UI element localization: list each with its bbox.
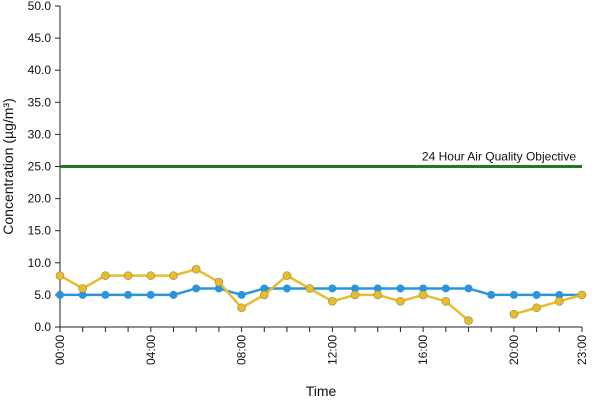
y-axis-title: Concentration (µg/m³) <box>0 98 16 234</box>
x-tick-label: 08:00 <box>235 335 249 365</box>
data-point <box>78 290 87 299</box>
data-point <box>418 290 428 300</box>
y-tick-label: 50.0 <box>28 0 52 13</box>
data-point <box>487 290 496 299</box>
data-point <box>532 303 541 313</box>
data-point <box>419 284 428 293</box>
data-point <box>191 264 201 274</box>
x-tick-label: 20:00 <box>507 335 521 365</box>
y-tick-label: 15.0 <box>28 224 52 238</box>
y-tick-label: 30.0 <box>28 127 52 141</box>
data-point <box>146 271 156 280</box>
y-tick-label: 5.0 <box>34 288 51 302</box>
data-point <box>464 316 473 325</box>
x-tick-label: 04:00 <box>144 335 158 365</box>
y-tick-label: 0.0 <box>34 320 51 334</box>
data-point <box>260 284 269 293</box>
reference-line-group: 24 Hour Air Quality Objective <box>60 150 582 168</box>
data-point <box>509 309 519 319</box>
data-point <box>237 303 246 313</box>
data-point <box>124 290 133 299</box>
x-tick-label: 00:00 <box>53 335 67 365</box>
data-point <box>56 290 64 299</box>
data-point <box>328 297 337 306</box>
data-point <box>101 290 110 299</box>
x-tick-label: 12:00 <box>325 335 339 365</box>
data-point <box>282 284 291 293</box>
data-point <box>555 290 564 299</box>
y-tick-label: 40.0 <box>28 63 52 77</box>
data-point <box>509 290 518 299</box>
data-point <box>532 290 541 299</box>
data-point <box>78 284 87 293</box>
axes <box>55 5 583 332</box>
series-layer <box>55 264 587 325</box>
y-tick-label: 35.0 <box>28 95 52 109</box>
data-point <box>396 284 405 293</box>
series-1 <box>56 284 586 299</box>
data-point <box>282 271 292 280</box>
data-point <box>192 284 201 293</box>
x-tick-label: 16:00 <box>416 335 430 365</box>
y-tick-label: 10.0 <box>28 256 52 270</box>
data-point <box>169 290 178 299</box>
data-point <box>146 290 155 299</box>
data-point <box>373 284 382 293</box>
data-point <box>441 284 450 293</box>
data-point <box>441 297 451 306</box>
data-point <box>577 290 587 300</box>
reference-line-label: 24 Hour Air Quality Objective <box>422 150 576 164</box>
x-tick-label: 23:00 <box>575 335 589 365</box>
data-point <box>305 284 314 293</box>
y-tick-label: 45.0 <box>28 31 52 45</box>
data-point <box>214 277 224 287</box>
data-point <box>55 271 65 280</box>
data-point <box>396 297 405 306</box>
data-point <box>214 284 223 293</box>
x-axis-title: Time <box>306 383 337 399</box>
data-point <box>328 284 337 293</box>
data-point <box>169 271 178 280</box>
data-point <box>351 284 360 293</box>
y-tick-label: 20.0 <box>28 192 52 206</box>
data-point <box>555 297 564 306</box>
data-point <box>350 290 360 300</box>
data-point <box>123 271 133 280</box>
data-point <box>259 290 269 300</box>
y-tick-label: 25.0 <box>28 160 52 174</box>
tick-labels: 0.0 5.0 10.0 15.0 20.0 25.0 30.0 35.0 40.0 45.0 50… <box>28 0 589 365</box>
series-2 <box>55 264 587 325</box>
data-point <box>373 290 383 300</box>
data-point <box>237 290 246 299</box>
data-point <box>101 271 110 280</box>
data-point <box>464 284 473 293</box>
